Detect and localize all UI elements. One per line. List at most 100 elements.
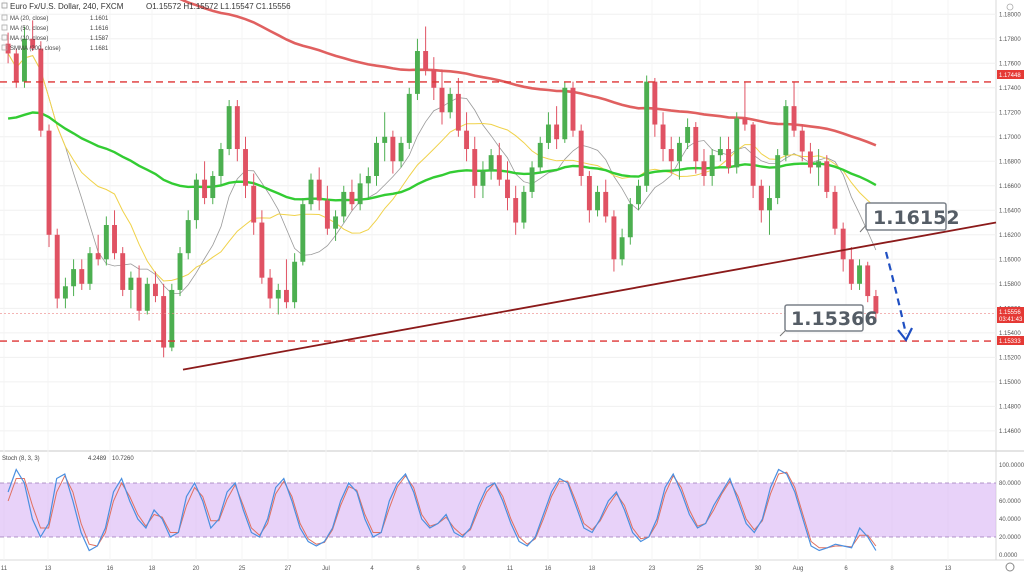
stoch-tick-label: 100.0000 bbox=[999, 463, 1024, 469]
candle-body bbox=[275, 289, 281, 299]
time-tick-label: 11 bbox=[507, 566, 514, 572]
trendline bbox=[182, 221, 997, 371]
candle-body bbox=[54, 234, 60, 299]
candle-body bbox=[112, 225, 117, 254]
time-tick-label: 11 bbox=[1, 566, 8, 572]
candle-body bbox=[22, 38, 27, 82]
candle-body bbox=[144, 283, 150, 311]
ma50-legend-label: MA (50, close) bbox=[10, 26, 48, 32]
candle-body bbox=[554, 124, 560, 140]
candle-body bbox=[161, 296, 167, 348]
price-tag-upper: 1.17448 bbox=[997, 70, 1024, 79]
candle-body bbox=[709, 155, 715, 176]
header-legend: Euro Fx/U.S. Dollar, 240, FXCM O1.15572 … bbox=[1, 2, 291, 11]
price-tick-label: 1.15800 bbox=[999, 282, 1021, 288]
ma20-legend-value: 1.1601 bbox=[90, 16, 109, 22]
candle-body bbox=[414, 51, 420, 94]
price-tick-label: 1.16000 bbox=[999, 257, 1021, 263]
candle-body bbox=[627, 204, 633, 238]
ma20-legend-icon[interactable] bbox=[1, 14, 8, 21]
candle-body bbox=[652, 81, 658, 125]
candle-body bbox=[660, 124, 666, 150]
price-tag-lower: 1.15333 bbox=[997, 336, 1024, 345]
time-tick-label: Aug bbox=[793, 566, 804, 572]
time-tick-label: 6 bbox=[844, 566, 848, 572]
candle-body bbox=[431, 69, 437, 88]
candle-body bbox=[153, 283, 158, 297]
sma200-legend-value: 1.1681 bbox=[90, 46, 109, 52]
candle-body bbox=[767, 198, 772, 211]
price-axis-scale-icon[interactable] bbox=[1006, 3, 1014, 11]
candle-body bbox=[595, 191, 601, 211]
candle-body bbox=[636, 185, 641, 205]
ma10-legend-value: 1.1587 bbox=[90, 36, 109, 42]
candle-body bbox=[644, 81, 650, 186]
candle-body bbox=[505, 179, 510, 199]
candle-body bbox=[136, 277, 142, 311]
candle-body bbox=[390, 136, 396, 162]
callout-support-text: 1.15366 bbox=[791, 308, 878, 330]
candle-body bbox=[496, 155, 502, 180]
candle-body bbox=[693, 126, 699, 162]
callout-resistance[interactable]: 1.16152 bbox=[859, 202, 960, 233]
candle-body bbox=[46, 130, 52, 235]
candle-body bbox=[857, 265, 862, 284]
candle-body bbox=[439, 87, 445, 113]
header-toggle-icon[interactable] bbox=[1, 2, 8, 9]
price-tick-label: 1.16400 bbox=[999, 208, 1021, 214]
candle-body bbox=[783, 106, 789, 156]
ma20-legend-label: MA (20, close) bbox=[10, 16, 48, 22]
candlestick-series bbox=[5, 20, 879, 358]
price-tag-current: 1.15556 03:41:43 bbox=[997, 307, 1024, 323]
time-tick-label: 25 bbox=[239, 566, 246, 572]
projection-arrow bbox=[884, 251, 913, 343]
price-tag-timer-text: 03:41:43 bbox=[999, 317, 1023, 323]
candle-body bbox=[799, 130, 805, 152]
candle-body bbox=[423, 51, 429, 70]
candle-body bbox=[398, 142, 404, 162]
price-tick-label: 1.17600 bbox=[999, 61, 1021, 67]
price-axis-pane[interactable] bbox=[996, 0, 1024, 560]
candle-body bbox=[513, 198, 519, 223]
sma200-legend-icon[interactable] bbox=[1, 44, 8, 51]
candle-body bbox=[480, 171, 486, 186]
time-tick-label: 20 bbox=[193, 566, 200, 572]
candle-body bbox=[734, 118, 740, 168]
time-tick-label: 23 bbox=[649, 566, 656, 572]
candle-body bbox=[30, 38, 36, 49]
candle-body bbox=[685, 126, 691, 143]
sma200-legend-label: SMMA (200, close) bbox=[10, 46, 61, 52]
candle-body bbox=[308, 179, 314, 205]
candle-body bbox=[603, 191, 609, 217]
candle-body bbox=[570, 87, 576, 131]
candle-body bbox=[701, 161, 707, 176]
candle-body bbox=[128, 277, 134, 290]
candle-body bbox=[537, 142, 543, 168]
candle-body bbox=[87, 253, 93, 284]
main-pane[interactable] bbox=[0, 0, 996, 450]
axis-settings-icon[interactable] bbox=[1005, 562, 1015, 572]
candle-body bbox=[816, 161, 822, 168]
candle-body bbox=[324, 200, 330, 229]
stoch-k-value: 4.2489 bbox=[88, 456, 107, 462]
candle-body bbox=[226, 106, 232, 150]
time-tick-label: 16 bbox=[545, 566, 552, 572]
ma50-legend-icon[interactable] bbox=[1, 24, 8, 31]
stoch-axis-ticks: 100.0000 80.0000 60.0000 40.0000 20.0000 0.00… bbox=[999, 463, 1024, 559]
callout-support[interactable]: 1.15366 bbox=[779, 304, 878, 337]
candle-body bbox=[62, 286, 68, 299]
stoch-d-value: 10.7260 bbox=[112, 456, 134, 462]
candle-body bbox=[202, 179, 208, 199]
price-tag-upper-text: 1.17448 bbox=[999, 73, 1021, 79]
candle-body bbox=[562, 87, 568, 140]
candle-body bbox=[578, 130, 584, 176]
candle-body bbox=[251, 185, 257, 223]
candle-body bbox=[120, 253, 126, 290]
ma10-legend-icon[interactable] bbox=[1, 34, 8, 41]
candle-body bbox=[742, 118, 748, 125]
price-tick-label: 1.15400 bbox=[999, 331, 1021, 337]
price-tick-label: 1.15000 bbox=[999, 380, 1021, 386]
stoch-k-line bbox=[7, 468, 877, 552]
price-tick-label: 1.17400 bbox=[999, 86, 1021, 92]
